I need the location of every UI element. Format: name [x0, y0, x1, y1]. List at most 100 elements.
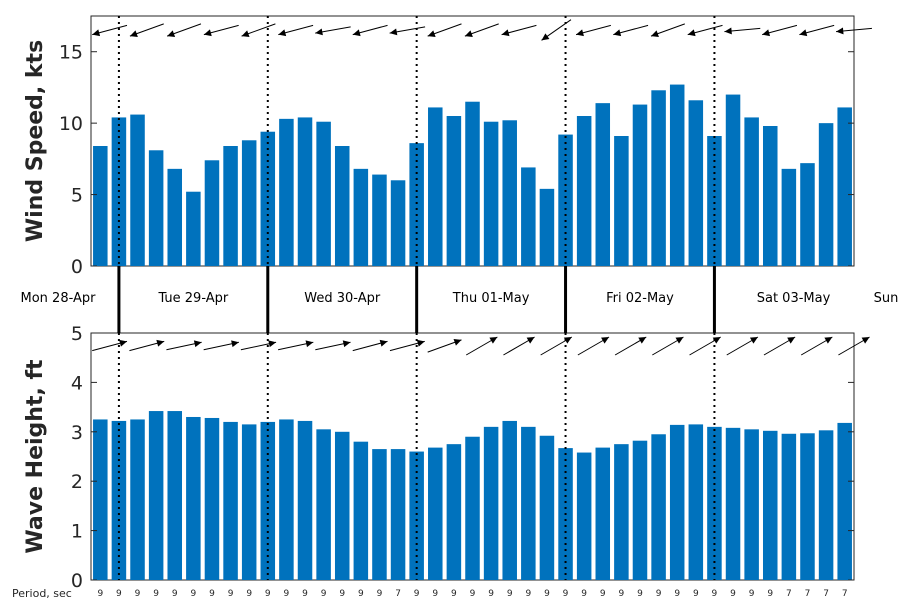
bar — [837, 422, 852, 580]
bar — [241, 140, 257, 266]
y-tick-label: 1 — [71, 521, 83, 543]
bar — [446, 444, 462, 580]
day-label: Fri 02-May — [606, 291, 674, 306]
bar — [279, 118, 294, 266]
direction-arrow — [838, 336, 870, 356]
period-value: 9 — [619, 589, 625, 599]
bar — [93, 146, 108, 266]
direction-arrow — [501, 24, 537, 37]
direction-arrow — [129, 339, 165, 352]
period-value: 9 — [246, 589, 252, 599]
y-tick-label: 10 — [59, 113, 83, 135]
direction-arrow — [389, 26, 426, 36]
bar — [353, 441, 369, 580]
bar — [521, 426, 536, 580]
day-label: Sat 03-May — [757, 291, 831, 306]
period-value: 9 — [97, 589, 103, 599]
period-value: 9 — [265, 589, 271, 599]
period-value: 9 — [172, 589, 178, 599]
bar — [539, 188, 555, 266]
y-tick-label: 15 — [59, 42, 83, 64]
bar — [781, 433, 797, 580]
day-label: Mon 28-Apr — [21, 291, 97, 306]
direction-arrow — [836, 27, 872, 35]
period-value: 9 — [544, 589, 550, 599]
direction-arrow — [540, 336, 573, 356]
bar — [446, 116, 462, 266]
direction-arrow — [763, 336, 796, 356]
period-value: 9 — [135, 589, 141, 599]
period-value: 9 — [712, 589, 718, 599]
direction-arrow — [92, 339, 128, 352]
bar — [372, 174, 387, 266]
y-tick-label: 5 — [71, 323, 83, 345]
direction-arrow — [166, 340, 202, 351]
bar — [651, 434, 666, 580]
period-value: 9 — [656, 589, 662, 599]
period-value: 9 — [284, 589, 290, 599]
bar — [223, 421, 238, 580]
period-value: 9 — [209, 589, 215, 599]
bar — [800, 163, 815, 266]
direction-arrow — [352, 339, 388, 352]
bar — [539, 435, 555, 580]
bar — [241, 424, 257, 580]
direction-arrow — [427, 339, 462, 353]
bar — [744, 117, 759, 266]
bar — [669, 84, 685, 266]
direction-arrow — [724, 27, 761, 35]
bar — [204, 160, 220, 266]
direction-arrow — [203, 24, 239, 37]
bar — [93, 419, 108, 580]
direction-arrow — [799, 24, 835, 37]
period-value: 9 — [116, 589, 122, 599]
period-value: 9 — [228, 589, 234, 599]
bar — [130, 114, 145, 266]
bar — [502, 420, 517, 580]
period-value: 9 — [674, 589, 680, 599]
bar — [204, 417, 220, 580]
day-label: Wed 30-Apr — [304, 291, 381, 306]
bar — [372, 449, 387, 580]
direction-arrow — [800, 336, 833, 356]
direction-arrow — [315, 26, 351, 36]
direction-arrow — [240, 340, 277, 351]
direction-arrow — [278, 24, 314, 37]
bar — [297, 117, 313, 266]
period-row: Period, sec 9 9 9 9 9 9 9 9 9 9 9 9 9 9 9 9 7 9 9 9 9 9 9 9 9 9 9 9 9… — [12, 587, 848, 600]
direction-arrow — [577, 336, 610, 356]
bar — [632, 104, 648, 266]
direction-arrow — [465, 336, 498, 356]
day-label: Sun — [874, 291, 899, 306]
direction-arrow — [464, 23, 499, 37]
y-tick-label: 2 — [71, 471, 83, 493]
bar — [576, 116, 592, 266]
bar — [688, 424, 704, 580]
period-value: 9 — [432, 589, 438, 599]
bar — [316, 429, 331, 580]
period-value: 9 — [488, 589, 494, 599]
direction-arrow — [613, 24, 649, 37]
direction-arrow — [315, 340, 351, 351]
period-value: 9 — [302, 589, 308, 599]
bar — [483, 426, 499, 580]
bar — [744, 429, 759, 580]
bar — [130, 419, 145, 580]
day-label: Tue 29-Apr — [157, 291, 228, 306]
direction-arrow — [541, 19, 572, 41]
period-value: 9 — [153, 589, 159, 599]
direction-arrow — [389, 339, 425, 352]
bar — [167, 168, 183, 266]
bar — [465, 436, 480, 580]
bar — [334, 431, 350, 580]
bar — [297, 420, 313, 580]
y-axis-title: Wave Height, ft — [23, 359, 48, 554]
direction-arrow — [650, 23, 685, 37]
period-value: 9 — [581, 589, 587, 599]
bar — [186, 191, 201, 266]
period-row-label: Period, sec — [12, 587, 72, 600]
bar — [818, 430, 834, 580]
bar — [800, 433, 815, 580]
bar — [725, 427, 741, 580]
